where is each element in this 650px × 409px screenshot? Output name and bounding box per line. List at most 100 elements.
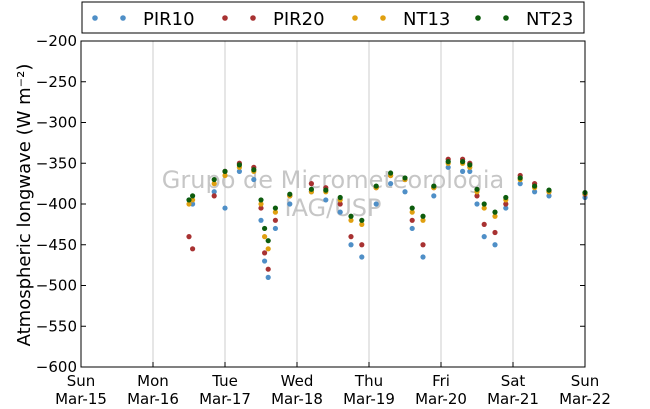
data-point-pir10	[445, 164, 451, 170]
x-tick-label-date: Mar-17	[199, 390, 251, 408]
x-tick-label-day: Wed	[281, 372, 314, 390]
x-tick-label-date: Mar-15	[55, 390, 107, 408]
data-point-pir20	[258, 205, 264, 211]
data-point-nt13	[258, 201, 264, 207]
data-point-nt23	[272, 205, 278, 211]
data-point-nt23	[359, 217, 365, 223]
legend-marker	[380, 15, 386, 21]
y-tick-label: −350	[36, 154, 77, 172]
data-point-pir10	[337, 209, 343, 215]
data-point-pir10	[190, 201, 196, 207]
data-point-pir10	[236, 168, 242, 174]
data-point-pir10	[348, 242, 354, 248]
data-point-nt23	[517, 175, 523, 181]
data-point-nt23	[348, 213, 354, 219]
data-point-pir20	[211, 193, 217, 199]
data-point-pir10	[431, 193, 437, 199]
y-axis-label: Atmospheric longwave (W m⁻²)	[14, 64, 35, 347]
data-point-pir10	[532, 189, 538, 195]
data-point-nt13	[222, 172, 228, 179]
legend-marker	[352, 15, 358, 21]
data-point-pir10	[402, 189, 408, 195]
data-point-pir10	[481, 234, 487, 240]
data-point-nt13	[265, 246, 271, 252]
x-tick-label-day: Thu	[354, 372, 383, 390]
data-point-nt13	[420, 217, 426, 223]
legend-marker	[503, 15, 509, 21]
y-tick-label: −250	[36, 73, 77, 91]
data-point-nt13	[262, 234, 268, 240]
data-point-nt23	[186, 197, 192, 203]
x-tick-label-date: Mar-16	[127, 390, 179, 408]
data-point-nt23	[222, 168, 228, 174]
data-point-pir10	[222, 205, 228, 211]
data-point-nt23	[546, 187, 552, 193]
y-tick-label: −200	[36, 32, 77, 50]
legend-marker	[120, 15, 126, 21]
data-point-nt23	[265, 238, 271, 244]
legend-label-nt23: NT23	[526, 9, 573, 30]
data-point-pir20	[359, 242, 365, 248]
data-point-pir10	[503, 205, 509, 211]
data-point-pir20	[262, 250, 268, 256]
data-point-pir10	[211, 189, 217, 195]
data-point-pir20	[272, 217, 278, 223]
x-tick-label-day: Sun	[571, 372, 600, 390]
data-point-nt23	[431, 183, 437, 189]
x-tick-label-day: Mon	[137, 372, 169, 390]
data-point-pir20	[190, 246, 196, 252]
x-tick-label-day: Sat	[501, 372, 526, 390]
data-point-pir20	[474, 193, 480, 199]
data-point-nt23	[308, 186, 314, 192]
legend: PIR10 PIR20 NT13 NT23	[81, 1, 585, 34]
data-point-nt23	[211, 176, 217, 183]
data-point-pir20	[265, 266, 271, 272]
data-point-pir10	[492, 242, 498, 248]
data-point-nt23	[337, 194, 343, 201]
legend-marker	[475, 15, 481, 21]
data-point-pir10	[323, 197, 329, 203]
data-point-pir10	[546, 193, 552, 199]
y-tick-label: −300	[36, 114, 77, 132]
data-point-nt23	[445, 159, 451, 165]
data-point-nt23	[467, 162, 473, 168]
data-point-pir20	[308, 181, 314, 187]
y-tick-label: −400	[36, 195, 77, 213]
data-point-pir10	[258, 217, 264, 223]
data-point-pir10	[517, 181, 523, 187]
data-point-nt13	[186, 201, 192, 207]
data-point-pir20	[186, 234, 192, 240]
data-point-nt23	[236, 162, 242, 168]
legend-marker	[92, 15, 98, 21]
data-point-nt23	[474, 186, 480, 192]
x-tick-label-date: Mar-19	[343, 390, 395, 408]
data-point-nt23	[251, 167, 257, 173]
x-tick-label-day: Sun	[67, 372, 96, 390]
data-point-pir10	[287, 201, 293, 207]
data-point-pir20	[337, 201, 343, 207]
data-point-pir20	[481, 221, 487, 227]
x-tick-label-day: Tue	[211, 372, 238, 390]
x-tick-label-date: Mar-21	[487, 390, 539, 408]
data-point-pir10	[272, 225, 278, 232]
data-point-nt23	[409, 205, 415, 211]
data-point-nt23	[503, 194, 509, 201]
data-point-nt13	[348, 217, 354, 223]
data-point-pir20	[503, 201, 509, 207]
x-tick-label-date: Mar-22	[559, 390, 611, 408]
watermark-text: IAG/USP	[284, 194, 381, 222]
data-point-pir20	[348, 234, 354, 240]
data-point-nt23	[532, 183, 538, 189]
y-tick-label: −600	[36, 358, 77, 376]
watermark-text: Grupo de Micrometeorologia	[162, 166, 504, 194]
data-points	[186, 156, 588, 280]
data-point-nt23	[460, 159, 466, 165]
data-point-pir10	[474, 201, 480, 207]
data-point-pir10	[359, 254, 365, 260]
legend-box	[81, 1, 585, 34]
legend-label-nt13: NT13	[403, 9, 450, 30]
data-point-nt13	[359, 221, 365, 227]
gridlines	[152, 41, 514, 367]
